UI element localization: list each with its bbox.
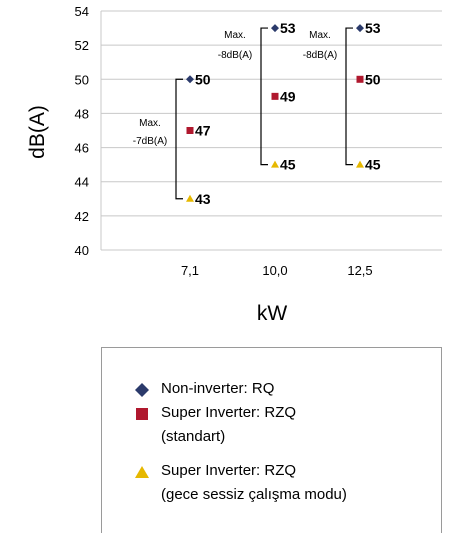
range-bracket: [345, 27, 353, 166]
y-tick-label: 44: [75, 175, 89, 190]
data-label: 53: [280, 20, 296, 36]
annotation-label: Max.: [309, 30, 331, 41]
y-tick-label: 52: [75, 38, 89, 53]
annotation-label: -8dB(A): [218, 50, 252, 61]
data-label: 47: [195, 123, 211, 139]
data-point-triangle: [271, 160, 279, 168]
data-points: [186, 24, 364, 202]
y-tick-labels: 40 42 44 46 48 50 52 54: [75, 4, 89, 258]
data-label: 50: [365, 71, 381, 87]
y-tick-label: 46: [75, 141, 89, 156]
data-label: 45: [365, 157, 381, 173]
data-point-triangle: [186, 194, 194, 202]
data-point-diamond: [356, 24, 364, 33]
annotation-label: -7dB(A): [133, 136, 167, 147]
triangle-marker-icon: [135, 466, 149, 478]
x-tick-label: 12,5: [347, 263, 372, 278]
data-point-diamond: [271, 24, 279, 33]
data-point-diamond: [186, 75, 194, 84]
data-point-square: [271, 92, 279, 100]
y-tick-label: 42: [75, 209, 89, 224]
y-tick-label: 48: [75, 106, 89, 121]
x-tick-label: 10,0: [262, 263, 287, 278]
range-brackets: [175, 27, 353, 200]
range-bracket: [175, 78, 183, 200]
data-label: 53: [365, 20, 381, 36]
legend-label: Non-inverter: RQ: [161, 380, 275, 397]
data-label: 45: [280, 157, 296, 173]
diamond-marker-icon: [135, 383, 149, 397]
x-tick-label: 7,1: [181, 263, 199, 278]
data-point-triangle: [356, 160, 364, 168]
data-point-square: [356, 75, 364, 83]
data-label: 43: [195, 191, 211, 207]
x-tick-labels: 7,1 10,0 12,5: [181, 263, 373, 278]
grid-lines: [100, 10, 442, 251]
range-bracket: [260, 27, 268, 166]
y-tick-label: 50: [75, 72, 89, 87]
legend-label: Super Inverter: RZQ: [161, 404, 297, 421]
data-label: 49: [280, 88, 296, 104]
data-label: 50: [195, 71, 211, 87]
y-tick-label: 54: [75, 4, 89, 19]
data-point-square: [186, 127, 194, 134]
data-labels: 50 53 53 47 49 50 43 45 45: [195, 20, 381, 207]
annotation-label: Max.: [224, 30, 246, 41]
legend-item-super-inverter-standart: Super Inverter: RZQ (standart): [135, 401, 296, 449]
annotations: Max. -7dB(A) Max. -8dB(A) Max. -8dB(A): [133, 30, 337, 147]
legend-label-sub: (standart): [161, 428, 226, 445]
legend: Non-inverter: RQ Super Inverter: RZQ (st…: [101, 347, 442, 533]
annotation-label: -8dB(A): [303, 50, 337, 61]
annotation-label: Max.: [139, 118, 161, 129]
x-axis-title: kW: [257, 302, 288, 325]
y-tick-label: 40: [75, 243, 89, 258]
legend-item-non-inverter: Non-inverter: RQ: [135, 377, 274, 401]
legend-label: Super Inverter: RZQ: [161, 462, 297, 479]
y-axis-title: dB(A): [26, 105, 49, 159]
legend-label-sub: (gece sessiz çalışma modu): [161, 486, 347, 503]
square-marker-icon: [136, 408, 148, 420]
legend-item-super-inverter-silent: Super Inverter: RZQ (gece sessiz çalışma…: [135, 459, 347, 507]
